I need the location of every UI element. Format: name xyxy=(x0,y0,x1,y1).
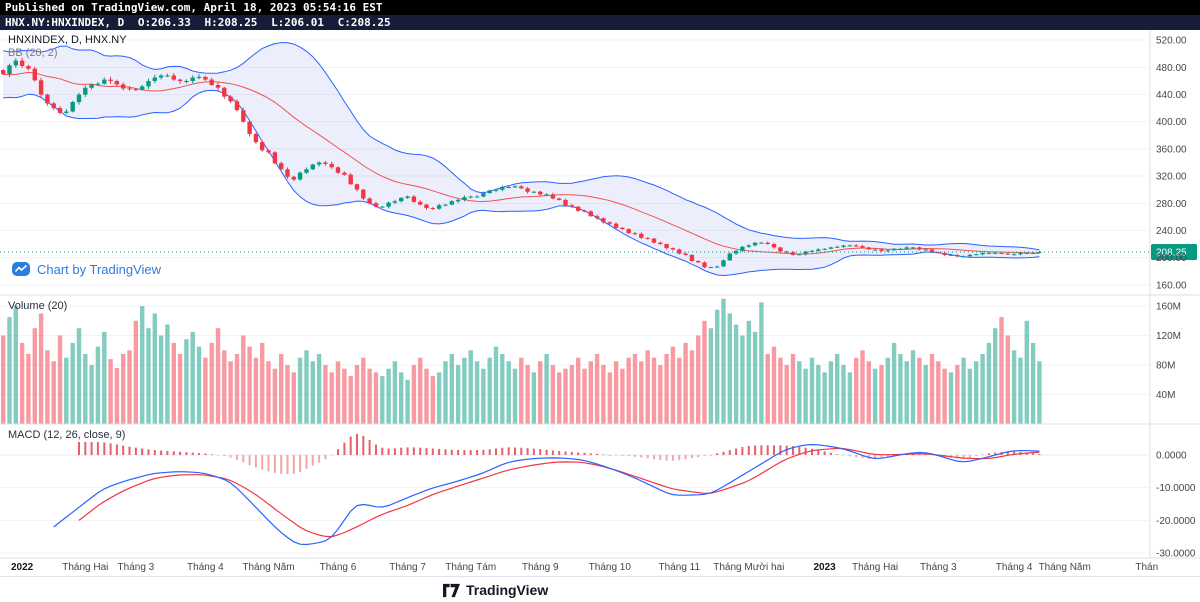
price-tick-label: 480.00 xyxy=(1156,63,1187,74)
volume-tick-label: 80M xyxy=(1156,361,1175,372)
time-tick-label: Tháng 4 xyxy=(996,562,1033,573)
time-tick-label: Tháng 11 xyxy=(659,562,701,573)
legend-macd[interactable]: MACD (12, 26, close, 9) xyxy=(8,429,126,441)
macd-tick-label: -30.0000 xyxy=(1156,549,1196,560)
price-tick-label: 520.00 xyxy=(1156,36,1187,47)
macd-tick-label: -10.0000 xyxy=(1156,483,1196,494)
ohlc-low: L:206.01 xyxy=(271,16,325,29)
chart-area[interactable]: 208.25 520.00 480.00 440.00 400.00 360.00 320.… xyxy=(0,30,1200,576)
last-price-badge xyxy=(1151,244,1197,261)
price-tick-label: 160.00 xyxy=(1156,280,1187,291)
macd-tick-label: 0.0000 xyxy=(1156,451,1187,462)
time-tick-label: Tháng Hai xyxy=(62,562,108,573)
volume-tick-label: 120M xyxy=(1156,331,1181,342)
time-tick-label: Tháng 6 xyxy=(320,562,357,573)
volume-bars xyxy=(1,298,1042,424)
time-tick-label: Tháng Hai xyxy=(852,562,898,573)
axes[interactable]: 208.25 520.00 480.00 440.00 400.00 360.00 320.… xyxy=(0,30,1200,573)
time-tick-label: Tháng Năm xyxy=(242,562,294,573)
main-pane-legend[interactable]: HNXINDEX, D, HNX.NY BB (20, 2) xyxy=(8,34,127,60)
published-text: Published on TradingView.com, April 18, … xyxy=(5,1,383,14)
tradingview-brand[interactable]: TradingView xyxy=(443,582,548,598)
volume-tick-label: 160M xyxy=(1156,302,1181,313)
time-tick-label: Thán xyxy=(1135,562,1158,573)
macd-plots xyxy=(0,433,1150,546)
time-tick-label: Tháng 3 xyxy=(920,562,957,573)
time-tick-label: Tháng Tám xyxy=(445,562,496,573)
time-tick-label: Tháng 10 xyxy=(589,562,632,573)
price-tick-label: 400.00 xyxy=(1156,117,1187,128)
ohlc-high: H:208.25 xyxy=(204,16,258,29)
legend-symbol[interactable]: HNXINDEX, D, HNX.NY xyxy=(8,34,127,46)
time-tick-label: 2022 xyxy=(11,562,34,573)
price-tick-label: 320.00 xyxy=(1156,172,1187,183)
price-tick-label: 200.00 xyxy=(1156,253,1187,264)
ohlc-open: O:206.33 xyxy=(137,16,191,29)
price-tick-label: 280.00 xyxy=(1156,199,1187,210)
tradingview-watermark-icon xyxy=(12,262,30,276)
volume-tick-label: 40M xyxy=(1156,390,1175,401)
time-tick-label: Tháng Năm xyxy=(1039,562,1091,573)
symbol-ohlc-bar: HNX.NY:HNXINDEX, D O:206.33 H:208.25 L:2… xyxy=(0,15,1200,30)
time-tick-label: 2023 xyxy=(813,562,836,573)
price-tick-label: 440.00 xyxy=(1156,90,1187,101)
macd-pane-legend[interactable]: MACD (12, 26, close, 9) xyxy=(8,429,125,442)
footer-bar: TradingView xyxy=(0,576,1200,602)
price-tick-label: 240.00 xyxy=(1156,226,1187,237)
time-tick-label: Tháng 4 xyxy=(187,562,224,573)
tradingview-attribution[interactable]: Chart by TradingView xyxy=(12,260,161,278)
volume-pane-legend[interactable]: Volume (20) xyxy=(8,300,67,313)
time-tick-label: Tháng 3 xyxy=(118,562,155,573)
price-tick-label: 360.00 xyxy=(1156,144,1187,155)
time-tick-label: Tháng 9 xyxy=(522,562,559,573)
watermark-text: Chart by TradingView xyxy=(37,261,162,277)
price-chart-svg[interactable]: 208.25 520.00 480.00 440.00 400.00 360.00 320.… xyxy=(0,30,1200,576)
macd-tick-label: -20.0000 xyxy=(1156,516,1196,527)
legend-volume[interactable]: Volume (20) xyxy=(8,300,68,312)
legend-bollinger[interactable]: BB (20, 2) xyxy=(8,47,58,59)
last-price-label: 208.25 xyxy=(1156,248,1187,259)
ohlc-close: C:208.25 xyxy=(337,16,391,29)
candles xyxy=(1,57,1042,269)
brand-text: TradingView xyxy=(466,582,549,598)
time-tick-label: Tháng 7 xyxy=(389,562,426,573)
bollinger-bands xyxy=(3,42,1040,277)
symbol-text: HNX.NY:HNXINDEX, D xyxy=(5,16,125,29)
time-tick-label: Tháng Mười hai xyxy=(713,562,784,573)
published-header-bar: Published on TradingView.com, April 18, … xyxy=(0,0,1200,15)
tradingview-logo-icon xyxy=(443,583,460,597)
